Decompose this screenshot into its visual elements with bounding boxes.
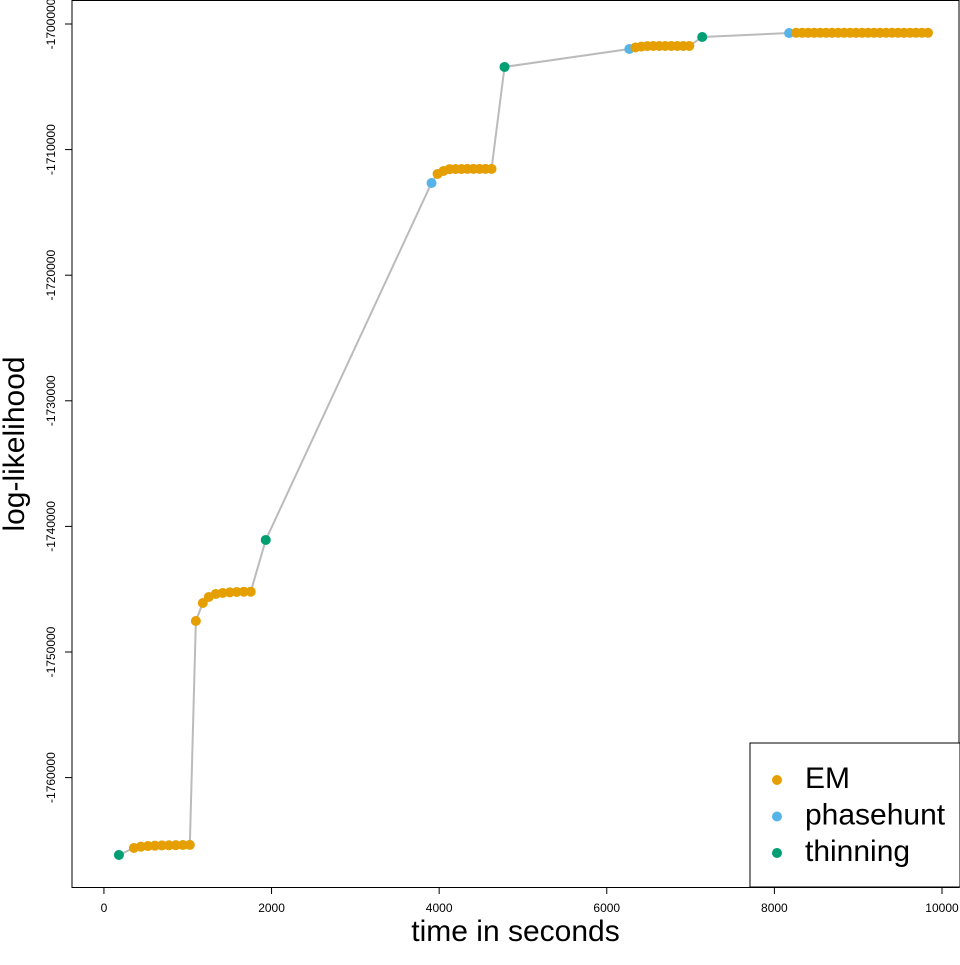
point — [190, 615, 201, 626]
point — [231, 586, 242, 597]
y-tick-label: -1700000 — [44, 0, 58, 49]
point — [784, 28, 795, 39]
point — [684, 40, 695, 51]
point — [245, 586, 256, 597]
legend-label: thinning — [805, 835, 910, 868]
x-tick-label: 0 — [101, 901, 108, 915]
y-tick-label: -1740000 — [44, 501, 58, 552]
y-tick-label: -1720000 — [44, 250, 58, 301]
x-tick-label: 8000 — [761, 901, 788, 915]
x-tick-label: 6000 — [593, 901, 620, 915]
point — [499, 61, 510, 72]
plot-frame — [71, 0, 960, 888]
point — [697, 31, 708, 42]
x-axis-title: time in seconds — [411, 915, 619, 948]
y-tick-label: -1730000 — [44, 375, 58, 426]
x-tick-label: 4000 — [426, 901, 453, 915]
point — [184, 839, 195, 850]
legend-marker — [772, 775, 782, 785]
point — [260, 534, 271, 545]
point — [177, 840, 188, 851]
legend-box — [749, 742, 960, 888]
point — [163, 840, 174, 851]
legend-marker — [772, 848, 782, 858]
legend-label: EM — [805, 762, 850, 795]
legend-label: phasehunt — [805, 798, 946, 831]
x-tick-label: 2000 — [258, 901, 285, 915]
x-tick-label: 10000 — [925, 901, 959, 915]
y-axis-title: log-likelihood — [0, 356, 31, 531]
point — [170, 840, 181, 851]
point — [156, 840, 167, 851]
point — [426, 178, 437, 189]
point — [486, 163, 497, 174]
legend-marker — [772, 811, 782, 822]
point — [922, 27, 933, 38]
y-tick-label: -1750000 — [44, 626, 58, 677]
y-tick-label: -1710000 — [44, 124, 58, 175]
point — [113, 849, 124, 860]
y-tick-label: -1760000 — [44, 752, 58, 803]
point — [238, 586, 249, 597]
trace-line — [118, 31, 928, 856]
